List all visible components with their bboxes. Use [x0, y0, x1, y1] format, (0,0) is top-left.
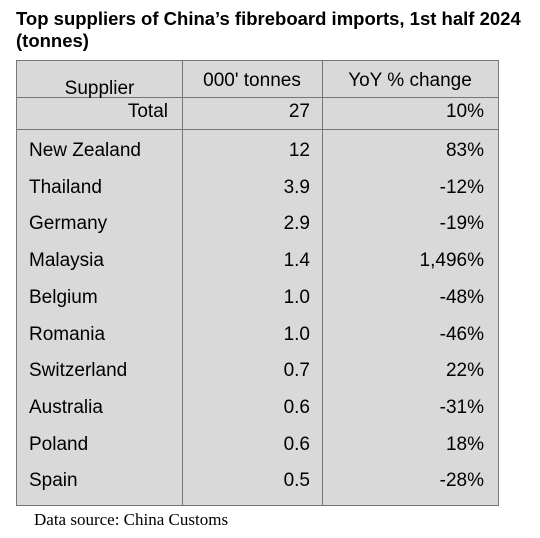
row-yoy-change: -19% — [439, 213, 484, 235]
row-yoy-change: 22% — [445, 360, 484, 382]
row-tonnes: 0.6 — [283, 396, 310, 418]
row-yoy-change: -31% — [439, 396, 484, 418]
total-label: Total — [127, 101, 168, 122]
data-source-note: Data source: China Customs — [34, 510, 229, 529]
header-tonnes: 000' tonnes — [203, 70, 301, 91]
row-supplier: Malaysia — [29, 250, 104, 272]
row-yoy-change: -28% — [439, 470, 484, 492]
row-yoy-change: 1,496% — [419, 250, 484, 272]
row-yoy-change: -46% — [439, 323, 484, 345]
row-supplier: Thailand — [29, 176, 102, 198]
total-yoy: 10% — [445, 101, 484, 122]
row-supplier: Poland — [29, 433, 89, 455]
row-yoy-change: 83% — [445, 140, 484, 161]
row-supplier: Switzerland — [29, 360, 128, 382]
chart-title: Top suppliers of China’s fibreboard impo… — [16, 8, 521, 51]
row-tonnes: 1.4 — [283, 250, 310, 272]
row-yoy-change: -12% — [439, 176, 484, 198]
column-divider — [182, 61, 183, 505]
header-divider — [17, 97, 498, 98]
row-tonnes: 12 — [288, 140, 310, 161]
row-supplier: Germany — [29, 213, 108, 235]
row-tonnes: 3.9 — [283, 176, 310, 198]
header-supplier: Supplier — [64, 78, 135, 99]
row-yoy-change: -48% — [439, 286, 484, 308]
total-divider — [17, 129, 498, 130]
row-tonnes: 0.5 — [283, 470, 310, 492]
row-tonnes: 0.7 — [283, 360, 310, 382]
row-supplier: Romania — [29, 323, 106, 345]
column-divider — [322, 61, 323, 505]
row-supplier: Australia — [29, 396, 103, 418]
row-supplier: New Zealand — [29, 140, 141, 161]
row-tonnes: 0.6 — [283, 433, 310, 455]
row-yoy-change: 18% — [445, 433, 484, 455]
row-tonnes: 1.0 — [283, 286, 310, 308]
row-tonnes: 2.9 — [283, 213, 310, 235]
total-tonnes: 27 — [288, 101, 310, 122]
row-tonnes: 1.0 — [283, 323, 310, 345]
supplier-table: Supplier 000' tonnes YoY % change Total … — [16, 60, 499, 506]
row-supplier: Spain — [29, 470, 78, 492]
row-supplier: Belgium — [29, 286, 98, 308]
header-yoy: YoY % change — [348, 70, 472, 91]
